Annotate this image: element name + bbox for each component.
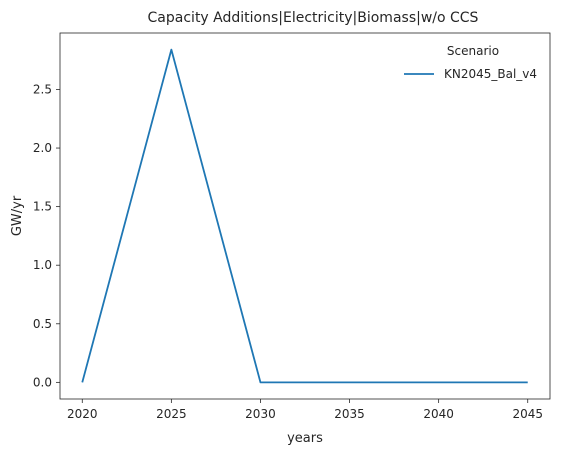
x-tick-label: 2030 <box>245 407 276 421</box>
series-lines <box>81 48 528 384</box>
x-axis-label: years <box>287 431 323 446</box>
x-axis-ticks: 2020 2025 2030 2035 2040 2045 <box>67 399 543 421</box>
y-tick-label: 1.0 <box>33 258 52 272</box>
y-axis-ticks: 0.0 0.5 1.0 1.5 2.0 2.5 <box>33 82 60 389</box>
legend-entry: KN2045_Bal_v4 <box>444 67 537 81</box>
y-axis-label: GW/yr <box>10 195 25 236</box>
y-tick-label: 0.0 <box>33 375 52 389</box>
legend: Scenario KN2045_Bal_v4 <box>404 44 537 81</box>
x-tick-label: 2025 <box>156 407 187 421</box>
x-tick-label: 2040 <box>423 407 454 421</box>
chart-title: Capacity Additions|Electricity|Biomass|w… <box>148 10 479 26</box>
plot-frame <box>59 32 551 400</box>
y-tick-label: 0.5 <box>33 317 52 331</box>
y-tick-label: 2.0 <box>33 141 52 155</box>
y-tick-label: 1.5 <box>33 200 52 214</box>
legend-title: Scenario <box>447 44 499 58</box>
y-tick-label: 2.5 <box>33 82 52 96</box>
x-tick-label: 2035 <box>334 407 365 421</box>
series-line <box>81 48 528 384</box>
x-tick-label: 2045 <box>512 407 543 421</box>
x-tick-label: 2020 <box>67 407 98 421</box>
